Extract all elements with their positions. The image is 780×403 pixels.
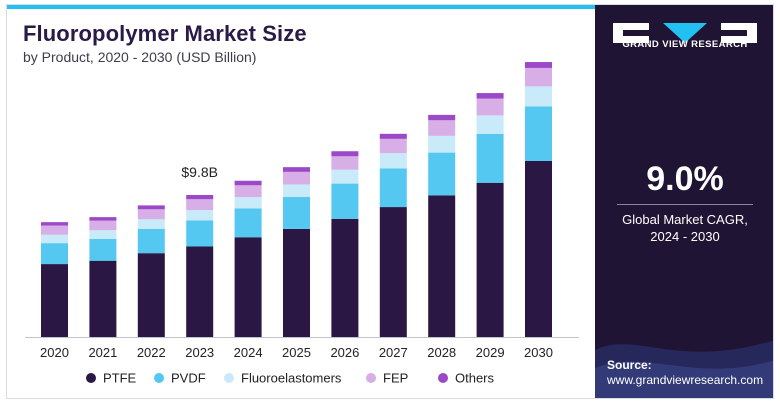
- cagr-label: Global Market CAGR, 2024 - 2030: [595, 211, 773, 245]
- cagr-value: 9.0%: [646, 160, 724, 198]
- bar-segment-pvdf-2020: [41, 243, 68, 265]
- bar-segment-fep-2027: [379, 138, 407, 154]
- legend-label-ptfe: PTFE: [103, 371, 137, 386]
- x-tick-label-2027: 2027: [379, 345, 408, 360]
- sidebar-panel: GRAND VIEW RESEARCH 9.0% Global Market C…: [595, 5, 773, 398]
- annotation-total-2023: $9.8B: [181, 164, 218, 180]
- bar-segment-fep-2028: [428, 120, 456, 136]
- x-tick-label-2026: 2026: [330, 345, 359, 360]
- chart-card: Fluoropolymer Market Size by Product, 20…: [6, 4, 774, 399]
- grand-view-research-logo: [613, 23, 757, 43]
- bar-segment-pvdf-2023: [186, 220, 214, 247]
- bar-segment-fluoroelastomers-2020: [41, 234, 68, 244]
- bar-segment-ptfe-2021: [89, 260, 117, 337]
- bar-segment-fluoroelastomers-2026: [331, 169, 359, 184]
- x-tick-label-2021: 2021: [88, 345, 117, 360]
- sidebar-wave-decoration: [595, 340, 773, 398]
- bar-segment-fluoroelastomers-2029: [476, 115, 504, 134]
- bar-segment-fep-2022: [137, 209, 165, 220]
- x-tick-label-2024: 2024: [234, 345, 263, 360]
- bar-segment-ptfe-2022: [137, 253, 165, 337]
- bar-segment-others-2026: [331, 151, 359, 157]
- legend-swatch-fep: [366, 373, 376, 383]
- x-tick-label-2022: 2022: [137, 345, 166, 360]
- x-tick-label-2029: 2029: [476, 345, 505, 360]
- bar-segment-pvdf-2028: [428, 152, 456, 196]
- bar-segment-others-2021: [89, 217, 117, 221]
- page-title: Fluoropolymer Market Size: [23, 21, 307, 46]
- bar-segment-ptfe-2025: [283, 228, 310, 337]
- bar-segment-others-2020: [41, 222, 68, 226]
- bar-segment-pvdf-2021: [89, 238, 117, 261]
- bar-segment-fluoroelastomers-2023: [186, 210, 214, 221]
- bar-segment-ptfe-2028: [428, 195, 456, 337]
- x-tick-label-2025: 2025: [282, 345, 311, 360]
- legend-label-fluoroelastomers: Fluoroelastomers: [241, 371, 342, 386]
- bar-segment-fluoroelastomers-2025: [283, 184, 310, 198]
- bar-segment-pvdf-2027: [379, 168, 407, 208]
- bar-segment-ptfe-2026: [331, 218, 359, 337]
- bar-segment-pvdf-2029: [476, 133, 504, 183]
- source-url[interactable]: www.grandviewresearch.com: [607, 373, 764, 387]
- legend-swatch-ptfe: [86, 373, 96, 383]
- legend-label-others: Others: [455, 371, 495, 386]
- bar-segment-ptfe-2027: [379, 207, 407, 337]
- bar-segment-fluoroelastomers-2021: [89, 230, 117, 239]
- bar-segment-fluoroelastomers-2030: [525, 86, 552, 107]
- bar-segment-others-2023: [186, 195, 214, 200]
- top-accent-bar: [7, 5, 595, 9]
- bar-segment-fep-2026: [331, 156, 359, 170]
- bar-segment-ptfe-2023: [186, 246, 214, 337]
- legend-label-fep: FEP: [383, 371, 408, 386]
- bar-segment-fep-2021: [89, 220, 117, 231]
- bar-segment-others-2030: [525, 62, 552, 68]
- bar-segment-fluoroelastomers-2022: [137, 219, 165, 229]
- bar-segment-fep-2024: [234, 185, 262, 198]
- bar-segment-fep-2025: [283, 171, 310, 185]
- bar-segment-pvdf-2030: [525, 106, 552, 161]
- x-tick-label-2020: 2020: [40, 345, 69, 360]
- legend-swatch-others: [438, 373, 448, 383]
- brand-name: GRAND VIEW RESEARCH: [622, 39, 748, 50]
- page-subtitle: by Product, 2020 - 2030 (USD Billion): [23, 49, 257, 65]
- bar-segment-fep-2029: [476, 98, 504, 116]
- source-label: Source:: [607, 358, 652, 372]
- bar-segment-fep-2020: [41, 225, 68, 235]
- x-tick-label-2023: 2023: [185, 345, 214, 360]
- bar-segment-pvdf-2026: [331, 183, 359, 219]
- x-tick-label-2030: 2030: [524, 345, 553, 360]
- bar-segment-others-2025: [283, 167, 310, 172]
- cagr-divider: [617, 204, 753, 205]
- bar-segment-others-2027: [379, 133, 407, 139]
- bar-segment-ptfe-2020: [41, 264, 68, 337]
- bar-segment-ptfe-2024: [234, 237, 262, 337]
- bar-segment-pvdf-2022: [137, 228, 165, 254]
- legend-label-pvdf: PVDF: [171, 371, 206, 386]
- bar-segment-fep-2030: [525, 67, 552, 87]
- bar-segment-others-2024: [234, 180, 262, 186]
- bar-segment-others-2022: [137, 205, 165, 210]
- bar-segment-pvdf-2025: [283, 197, 310, 229]
- stacked-bar-chart: 2020 2021 2022 2023 2024 2025 2026 2027 2028 2029…: [25, 62, 579, 386]
- bar-segment-pvdf-2024: [234, 208, 262, 238]
- cagr-label-line1: Global Market CAGR,: [622, 212, 748, 227]
- bar-segment-ptfe-2030: [525, 160, 552, 337]
- bar-segment-fluoroelastomers-2027: [379, 153, 407, 169]
- bar-segment-ptfe-2029: [476, 182, 504, 337]
- bar-segment-others-2029: [476, 93, 504, 99]
- bar-segment-others-2028: [428, 114, 456, 121]
- bar-segment-fluoroelastomers-2024: [234, 197, 262, 209]
- legend-swatch-fluoroelastomers: [224, 373, 234, 383]
- bar-segment-fep-2023: [186, 199, 214, 211]
- cagr-label-line2: 2024 - 2030: [650, 229, 720, 244]
- bar-segment-fluoroelastomers-2028: [428, 135, 456, 153]
- legend-swatch-pvdf: [154, 373, 164, 383]
- x-tick-label-2028: 2028: [427, 345, 456, 360]
